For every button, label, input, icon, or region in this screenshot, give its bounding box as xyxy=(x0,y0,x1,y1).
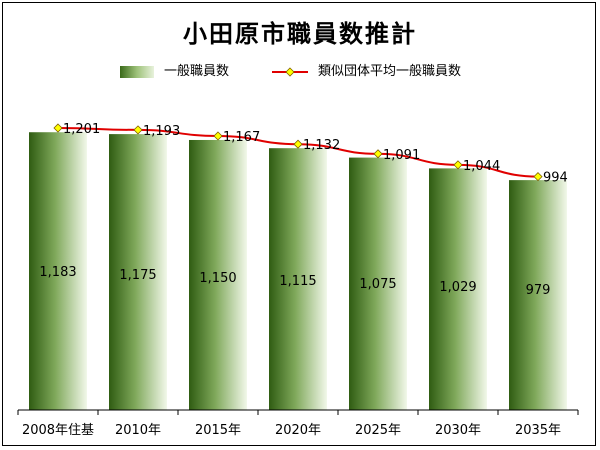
bar-2 xyxy=(189,139,247,410)
bar-value-label-0: 1,183 xyxy=(39,265,76,280)
legend-bar-label: 一般職員数 xyxy=(164,64,230,79)
legend-line-label: 類似団体平均一般職員数 xyxy=(318,64,462,79)
bar-6 xyxy=(509,180,567,410)
line-value-label-2: 1,167 xyxy=(223,130,260,145)
bar-4 xyxy=(349,157,407,410)
line-value-label-4: 1,091 xyxy=(383,148,420,163)
line-layer xyxy=(53,123,543,182)
line-marker-0 xyxy=(53,123,63,133)
x-axis: 2008年住基 2010年 2015年 2020年 2025年 2030年 2035年 xyxy=(17,409,579,438)
x-tick-label-6: 2035年 xyxy=(515,423,561,438)
line-marker-4 xyxy=(373,149,383,159)
bar-value-label-2: 1,150 xyxy=(199,271,236,286)
legend-bar-swatch xyxy=(120,66,154,78)
line-marker-6 xyxy=(533,172,543,182)
bar-value-label-1: 1,175 xyxy=(119,268,156,283)
line-labels-layer: 1,201 1,193 1,167 1,132 1,091 1,044 994 xyxy=(63,122,568,186)
bar-value-label-3: 1,115 xyxy=(279,274,316,289)
legend-line-swatch xyxy=(272,67,308,77)
chart-title: 小田原市職員数推計 xyxy=(183,20,417,48)
line-value-label-5: 1,044 xyxy=(463,159,500,174)
x-tick-label-4: 2025年 xyxy=(355,423,401,438)
bar-1 xyxy=(109,134,167,410)
line-marker-2 xyxy=(213,131,223,141)
line-marker-3 xyxy=(293,139,303,149)
bar-value-label-6: 979 xyxy=(526,283,551,298)
x-tick-label-2: 2015年 xyxy=(195,423,241,438)
x-tick-label-3: 2020年 xyxy=(275,423,321,438)
x-tick-label-1: 2010年 xyxy=(115,423,161,438)
line-marker-1 xyxy=(133,125,143,135)
legend-item-line: 類似団体平均一般職員数 xyxy=(270,62,510,82)
bars-layer xyxy=(29,132,567,410)
bar-labels-layer: 1,183 1,175 1,150 1,115 1,075 1,029 979 xyxy=(39,265,550,298)
bar-value-label-5: 1,029 xyxy=(439,280,476,295)
bar-3 xyxy=(269,148,327,410)
line-marker-5 xyxy=(453,160,463,170)
line-value-label-3: 1,132 xyxy=(303,138,340,153)
bar-value-label-4: 1,075 xyxy=(359,277,396,292)
line-value-label-0: 1,201 xyxy=(63,122,100,137)
x-tick-label-5: 2030年 xyxy=(435,423,481,438)
legend-item-bars: 一般職員数 xyxy=(120,62,260,82)
line-value-label-6: 994 xyxy=(543,171,568,186)
line-value-label-1: 1,193 xyxy=(143,124,180,139)
x-tick-label-0: 2008年住基 xyxy=(22,423,94,438)
bar-5 xyxy=(429,168,487,410)
bar-0 xyxy=(29,132,87,410)
